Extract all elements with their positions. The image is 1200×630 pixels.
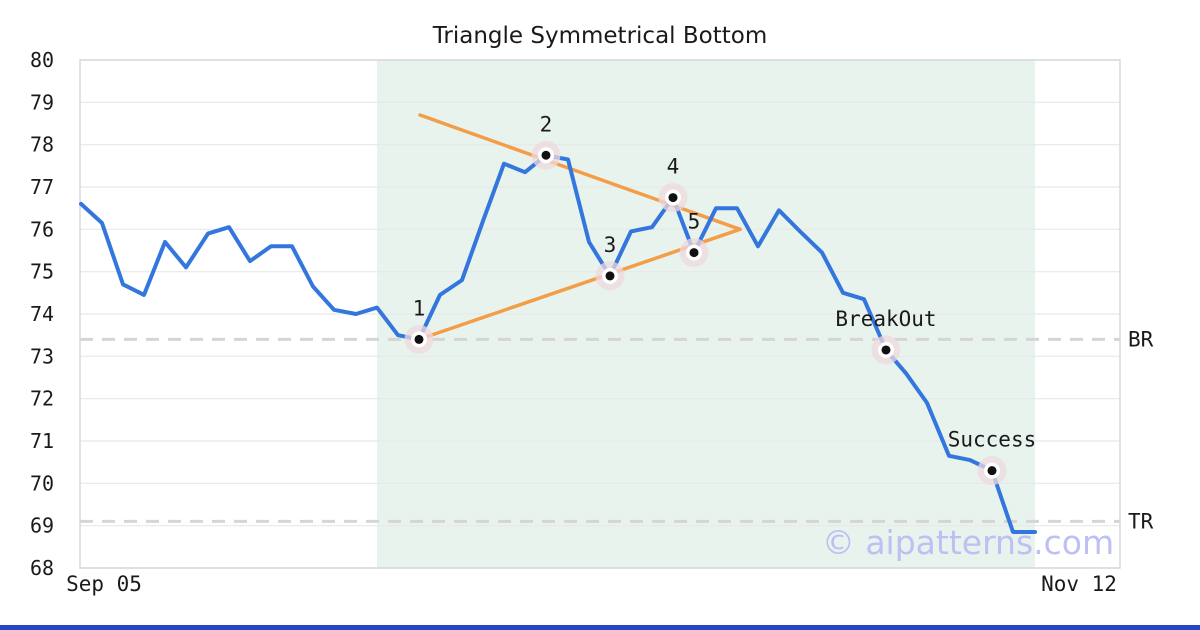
y-tick-label: 70 xyxy=(30,471,54,495)
marker-label-1: 1 xyxy=(413,296,426,320)
y-tick-label: 75 xyxy=(30,260,54,284)
marker-label-breakout: BreakOut xyxy=(835,307,936,331)
marker-dot xyxy=(668,193,678,203)
marker-dot xyxy=(881,345,891,355)
x-tick-label: Nov 12 xyxy=(1041,572,1117,596)
y-tick-label: 71 xyxy=(30,429,54,453)
marker-dot xyxy=(987,466,997,476)
y-tick-label: 78 xyxy=(30,133,54,157)
y-tick-label: 77 xyxy=(30,175,54,199)
marker-label-4: 4 xyxy=(667,155,680,179)
level-label-tr: TR xyxy=(1128,509,1154,533)
watermark-text: © aipatterns.com xyxy=(822,523,1114,562)
marker-label-3: 3 xyxy=(604,233,617,257)
marker-label-5: 5 xyxy=(688,210,701,234)
x-tick-label: Sep 05 xyxy=(66,572,142,596)
y-tick-label: 69 xyxy=(30,514,54,538)
y-tick-label: 76 xyxy=(30,217,54,241)
upper-triangle-line xyxy=(418,113,742,232)
marker-dot xyxy=(541,150,551,160)
plot-border xyxy=(79,59,1121,569)
marker-dot xyxy=(689,248,699,258)
y-tick-label: 80 xyxy=(30,48,54,72)
y-tick-label: 74 xyxy=(30,302,54,326)
y-tick-label: 79 xyxy=(30,90,54,114)
y-tick-label: 68 xyxy=(30,556,54,580)
marker-dot xyxy=(414,334,424,344)
marker-dot xyxy=(605,271,615,281)
y-tick-label: 73 xyxy=(30,344,54,368)
marker-label-2: 2 xyxy=(540,112,553,136)
level-label-br: BR xyxy=(1128,327,1154,351)
marker-label-success: Success xyxy=(948,428,1037,452)
bottom-accent-bar xyxy=(0,625,1200,630)
chart-title: Triangle Symmetrical Bottom xyxy=(432,23,767,49)
y-tick-label: 72 xyxy=(30,387,54,411)
